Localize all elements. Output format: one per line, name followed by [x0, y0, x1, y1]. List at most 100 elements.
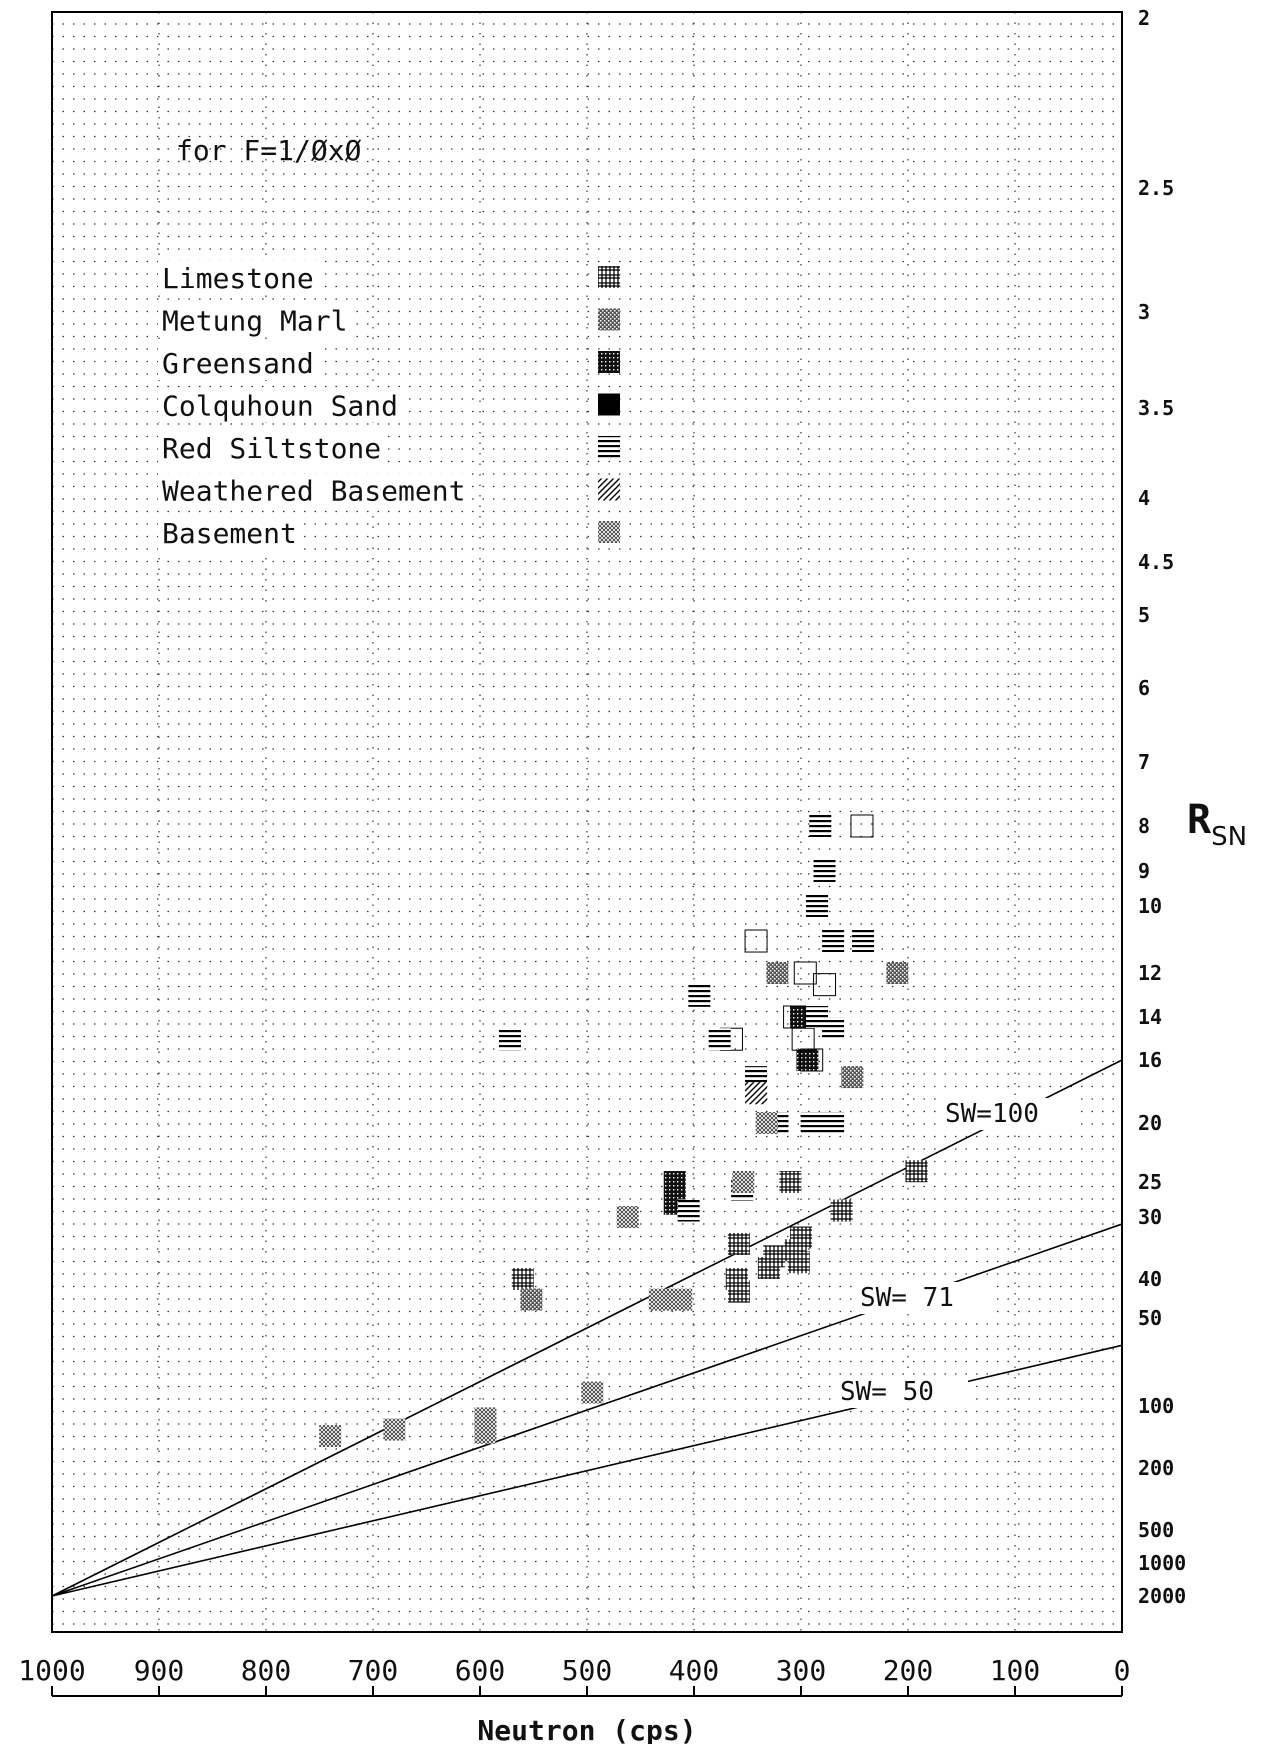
x-tick-label: 600 [455, 1654, 506, 1687]
sw-label-background [836, 1376, 968, 1408]
point-red-siltstone [800, 1112, 823, 1134]
y-tick-label: 2.5 [1138, 176, 1174, 200]
sw-line-71 [51, 1223, 1123, 1597]
point-red-siltstone [822, 1112, 845, 1134]
sw-line-label: SW= 50 [840, 1377, 934, 1407]
point-red-siltstone [822, 1017, 845, 1040]
point-basement [616, 1206, 639, 1228]
point-basement [581, 1381, 604, 1404]
legend-swatch [598, 436, 620, 458]
y-tick-label: 100 [1138, 1394, 1174, 1418]
point-greensand [796, 1049, 819, 1071]
plot-frame [51, 11, 1123, 1633]
point-metung-marl [886, 962, 909, 984]
y-tick-label: 50 [1138, 1306, 1162, 1330]
y-tick-label: 200 [1138, 1456, 1174, 1480]
point-weathered-basement [745, 1082, 768, 1105]
point-limestone [763, 1245, 786, 1268]
point-greensand [663, 1171, 686, 1193]
legend-label-background [158, 346, 319, 380]
y-tick-label: 9 [1138, 859, 1150, 883]
x-axis: 1000 900 800 700 600 500 400 300 200 100 0 [18, 1654, 1131, 1697]
legend-label: Metung Marl [162, 305, 347, 338]
legend-label: Greensand [162, 347, 314, 380]
y-axis-label-main: R [1187, 797, 1212, 843]
point-colquhoun-sand [744, 929, 768, 953]
y-tick-label: 10 [1138, 894, 1162, 918]
sw-label-background [941, 1098, 1073, 1130]
legend-swatch [598, 351, 620, 373]
y-tick-label: 4 [1138, 486, 1150, 510]
point-red-siltstone [806, 895, 829, 917]
point-limestone [779, 1171, 802, 1193]
x-tick-label: 0 [1114, 1654, 1131, 1687]
y-tick-label: 7 [1138, 750, 1150, 774]
point-limestone [905, 1160, 928, 1183]
x-tick-label: 700 [348, 1654, 399, 1687]
point-red-siltstone [708, 1028, 731, 1051]
sw-line-100 [51, 1059, 1123, 1597]
y-tick-label: 14 [1138, 1005, 1162, 1029]
data-points [319, 814, 928, 1448]
legend-swatch [598, 478, 620, 501]
y-tick-label: 30 [1138, 1205, 1162, 1229]
y-tick-label: 3 [1138, 300, 1150, 324]
legend-label-background [158, 431, 387, 465]
point-basement [648, 1288, 671, 1311]
y-tick-label: 8 [1138, 814, 1150, 838]
y-axis-ticks: 2 2.5 3 3.5 4 4.5 5 6 7 8 9 10 12 14 16 20 25 30 40 50 100 20… [1138, 6, 1186, 1608]
y-tick-label: 3.5 [1138, 396, 1174, 420]
legend-label: Red Siltstone [162, 432, 381, 465]
y-tick-label: 16 [1138, 1048, 1162, 1072]
point-limestone [727, 1280, 750, 1303]
point-colquhoun-sand [813, 973, 837, 997]
legend-label-background [158, 303, 353, 338]
point-metung-marl [520, 1288, 543, 1311]
saturation-lines: SW=100 SW= 71 SW= 50 [51, 1059, 1123, 1597]
annotation-formula: for F=1/ØxØ [176, 134, 362, 167]
point-colquhoun-sand [850, 814, 874, 838]
x-tick-label: 100 [990, 1654, 1041, 1687]
sw-line-label: SW=100 [945, 1099, 1039, 1129]
x-tick-label: 400 [669, 1654, 720, 1687]
point-metung-marl [766, 962, 789, 984]
point-red-siltstone [822, 930, 845, 953]
y-tick-label: 500 [1138, 1518, 1174, 1542]
legend-swatch [598, 266, 620, 288]
point-basement [319, 1425, 342, 1448]
x-tick-label: 500 [562, 1654, 613, 1687]
legend-label: Limestone [162, 262, 314, 295]
legend-label-background [158, 261, 319, 295]
y-tick-label: 12 [1138, 961, 1162, 985]
legend-label-background [158, 473, 472, 508]
x-tick-label: 300 [776, 1654, 827, 1687]
point-red-siltstone [813, 860, 836, 882]
y-axis-label: RSN [1187, 797, 1247, 852]
x-tick-label: 800 [241, 1654, 292, 1687]
legend-label: Weathered Basement [162, 475, 465, 508]
x-axis-label: Neutron (cps) [477, 1714, 696, 1744]
x-tick-label: 200 [883, 1654, 934, 1687]
y-tick-label: 40 [1138, 1267, 1162, 1291]
point-limestone [787, 1251, 810, 1274]
y-tick-label: 4.5 [1138, 550, 1174, 574]
legend-label-background [158, 516, 302, 550]
y-tick-label: 20 [1138, 1111, 1162, 1135]
y-tick-label: 2 [1138, 6, 1150, 30]
sw-line-label: SW= 71 [860, 1283, 954, 1313]
point-basement [732, 1171, 755, 1193]
y-tick-label: 6 [1138, 676, 1150, 700]
point-basement [755, 1112, 778, 1134]
x-tick-label: 900 [134, 1654, 185, 1687]
legend-label: Colquhoun Sand [162, 390, 398, 423]
point-basement [383, 1418, 406, 1441]
point-red-siltstone [809, 815, 832, 837]
legend-swatch [598, 521, 620, 543]
y-tick-label: 5 [1138, 603, 1150, 627]
x-tick-label: 1000 [18, 1654, 85, 1687]
point-basement [474, 1421, 497, 1444]
legend: Limestone Metung Marl Greensand Colquhoun S… [158, 261, 620, 550]
point-red-siltstone [498, 1028, 521, 1051]
y-axis-label-sub: SN [1211, 822, 1247, 852]
